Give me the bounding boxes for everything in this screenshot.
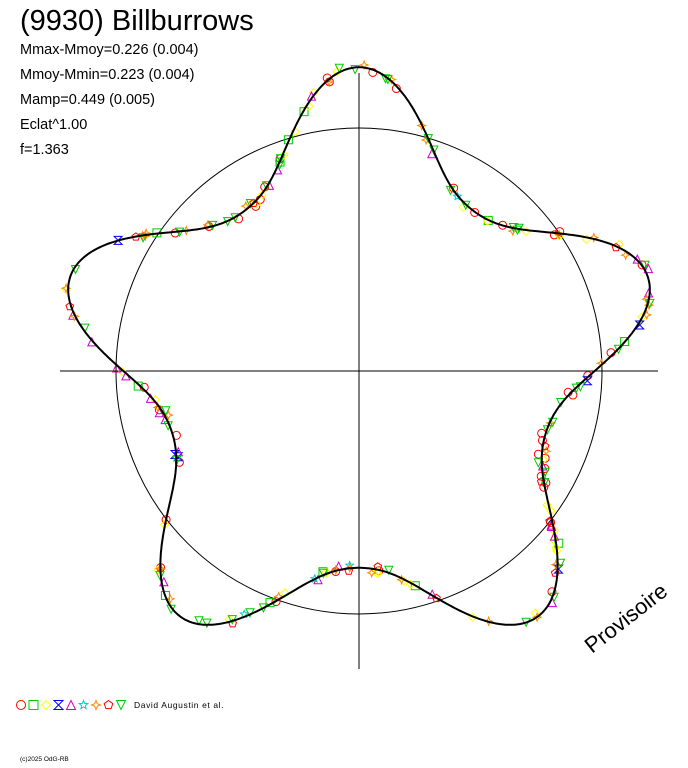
data-point (65, 301, 75, 311)
stat-mmax-mmoy: Mmax-Mmoy=0.226 (0.004) (20, 42, 199, 58)
legend-symbol-diamond (40, 699, 52, 711)
data-point (257, 189, 267, 200)
data-point (358, 59, 370, 71)
data-point (332, 66, 342, 77)
data-point (112, 235, 124, 245)
legend-symbol-triangle-down (115, 700, 127, 711)
data-point (290, 126, 300, 137)
data-point (416, 120, 428, 131)
data-point (160, 406, 171, 416)
copyright: (c)2025 OdG-RB (20, 756, 69, 763)
data-point (133, 381, 143, 391)
data-point (583, 371, 593, 381)
data-point (350, 65, 360, 75)
data-point (405, 579, 416, 590)
data-point (620, 337, 630, 347)
data-point (640, 260, 650, 271)
legend-symbol-square (28, 700, 39, 710)
data-point (498, 220, 508, 230)
data-points (60, 59, 655, 629)
data-point (539, 478, 550, 488)
data-point (154, 407, 165, 418)
data-point (164, 593, 176, 605)
data-point (160, 590, 170, 600)
data-point (549, 530, 560, 541)
data-point (202, 618, 212, 629)
stat-frequency: f=1.363 (20, 142, 69, 158)
data-point (540, 441, 550, 450)
reference-circle (115, 127, 603, 615)
data-point (643, 263, 654, 274)
data-point (470, 207, 480, 217)
data-point (429, 145, 439, 156)
stat-mmoy-mmin: Mmoy-Mmin=0.223 (0.004) (20, 67, 195, 83)
data-point (299, 107, 309, 117)
data-point (318, 568, 329, 579)
data-point (313, 574, 323, 585)
data-point (391, 84, 401, 94)
data-point (452, 191, 463, 201)
data-point (533, 458, 544, 468)
data-point (410, 581, 420, 591)
data-point (69, 310, 80, 322)
data-point (542, 500, 552, 510)
stat-mamp: Mamp=0.449 (0.005) (20, 92, 156, 108)
data-point (249, 198, 258, 207)
data-point (613, 344, 624, 355)
data-point (275, 154, 286, 164)
data-point (588, 232, 600, 243)
data-point (549, 230, 559, 240)
page-title: (9930) Billburrows (20, 5, 254, 37)
stat-eclat: Eclat^1.00 (20, 117, 88, 133)
data-point (368, 67, 378, 77)
data-point (271, 597, 281, 607)
data-point (540, 445, 552, 457)
legend-symbol-triangle-up (65, 699, 77, 710)
data-point (550, 543, 561, 553)
data-point (194, 616, 204, 626)
data-point (555, 227, 565, 237)
model-curve (67, 66, 651, 626)
data-point (366, 567, 378, 579)
data-point (423, 134, 434, 144)
data-point (279, 149, 289, 160)
data-point (620, 249, 631, 261)
data-point (334, 63, 345, 74)
data-point (383, 565, 394, 576)
data-point (507, 225, 519, 237)
legend-symbol-pentagon (103, 699, 114, 710)
data-point (138, 233, 148, 243)
legend-symbols (16, 699, 127, 711)
legend-symbol-star (77, 699, 90, 710)
legend-symbol-hourglass (52, 700, 65, 710)
legend-symbol-star4 (90, 699, 102, 711)
legend-symbol-circle (16, 700, 26, 710)
data-point (321, 567, 331, 578)
data-point (458, 202, 468, 212)
legend-credit: David Augustin et al. (134, 700, 225, 710)
